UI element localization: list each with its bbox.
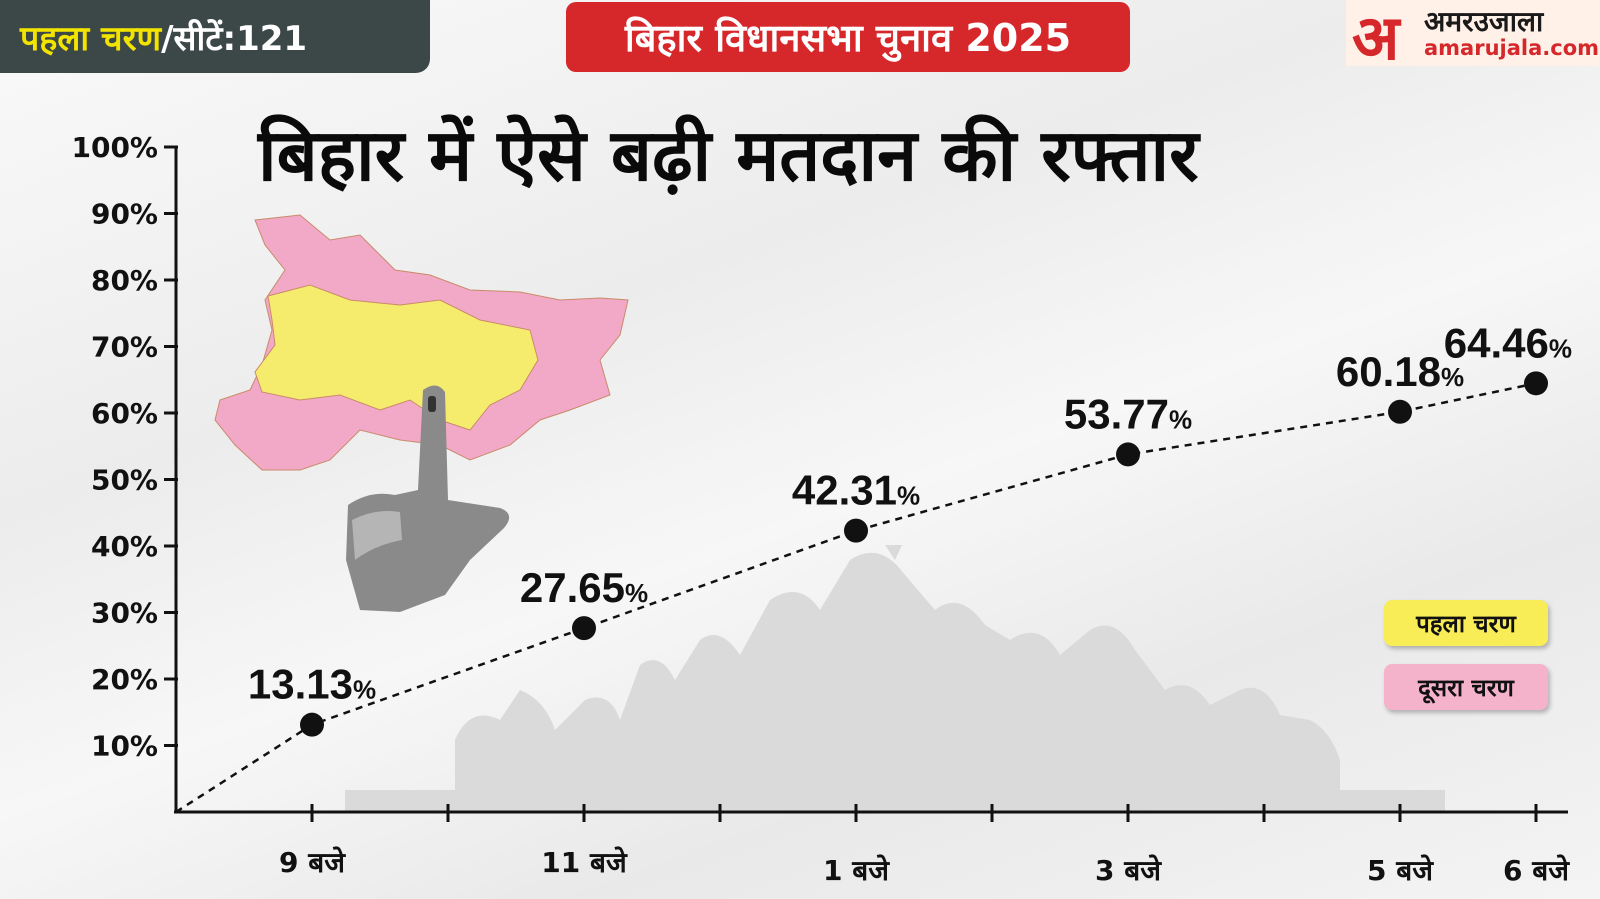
- x-tick-label: 5 बजे: [1367, 854, 1434, 887]
- y-tick-label: 100%: [71, 131, 158, 164]
- y-tick-label: 80%: [91, 264, 158, 297]
- chart-title: बिहार में ऐसे बढ़ी मतदान की रफ्तार: [258, 113, 1199, 197]
- voting-finger-icon: [346, 385, 510, 612]
- x-tick-label: 9 बजे: [279, 846, 346, 879]
- y-tick-label: 90%: [91, 198, 158, 231]
- x-tick-label: 1 बजे: [823, 854, 890, 887]
- crowd-silhouette: [345, 545, 1445, 812]
- election-banner: बिहार विधानसभा चुनाव 2025: [566, 2, 1130, 72]
- legend-phase-2: दूसरा चरण: [1384, 664, 1548, 710]
- x-ticks: 9 बजे 11 बजे 1 बजे 3 बजे 5 बजे 6 बजे: [279, 804, 1570, 887]
- legend-phase-1: पहला चरण: [1384, 600, 1548, 646]
- logo-name: अमरउजाला: [1424, 5, 1544, 38]
- data-point: [844, 518, 868, 543]
- data-points: [300, 371, 1548, 737]
- data-label: 27.65%: [520, 564, 648, 611]
- y-tick-label: 20%: [91, 663, 158, 696]
- data-point: [572, 616, 596, 641]
- data-label: 13.13%: [248, 661, 376, 708]
- logo-mark: अ: [1352, 1, 1400, 74]
- y-tick-label: 30%: [91, 597, 158, 630]
- data-label: 42.31%: [792, 467, 920, 514]
- bihar-map: [214, 214, 629, 471]
- data-label: 53.77%: [1064, 390, 1192, 437]
- phase-label: पहला चरण: [20, 18, 162, 59]
- x-tick-label: 6 बजे: [1503, 854, 1570, 887]
- data-point: [1388, 399, 1412, 424]
- phase-seats-badge: पहला चरण/सीटें:121: [0, 0, 430, 73]
- data-label: 60.18%: [1336, 348, 1464, 395]
- amar-ujala-logo: अ अमरउजाला amarujala.com: [1346, 0, 1600, 74]
- y-tick-label: 40%: [91, 530, 158, 563]
- data-point: [1116, 442, 1140, 467]
- y-ticks: 10% 20% 30% 40% 50% 60% 70% 80% 90% 100%: [71, 131, 178, 763]
- y-tick-label: 50%: [91, 464, 158, 497]
- y-tick-label: 10%: [91, 730, 158, 763]
- data-label: 64.46%: [1444, 319, 1572, 366]
- y-tick-label: 70%: [91, 331, 158, 364]
- x-tick-label: 3 बजे: [1095, 854, 1162, 887]
- logo-url: amarujala.com: [1424, 36, 1600, 60]
- seats-label: /सीटें:121: [161, 18, 308, 59]
- data-point: [1524, 371, 1548, 396]
- data-point: [300, 712, 324, 737]
- data-labels: 13.13% 27.65% 42.31% 53.77% 60.18%64.46%: [248, 319, 1572, 707]
- x-tick-label: 11 बजे: [541, 846, 628, 879]
- y-tick-label: 60%: [91, 397, 158, 430]
